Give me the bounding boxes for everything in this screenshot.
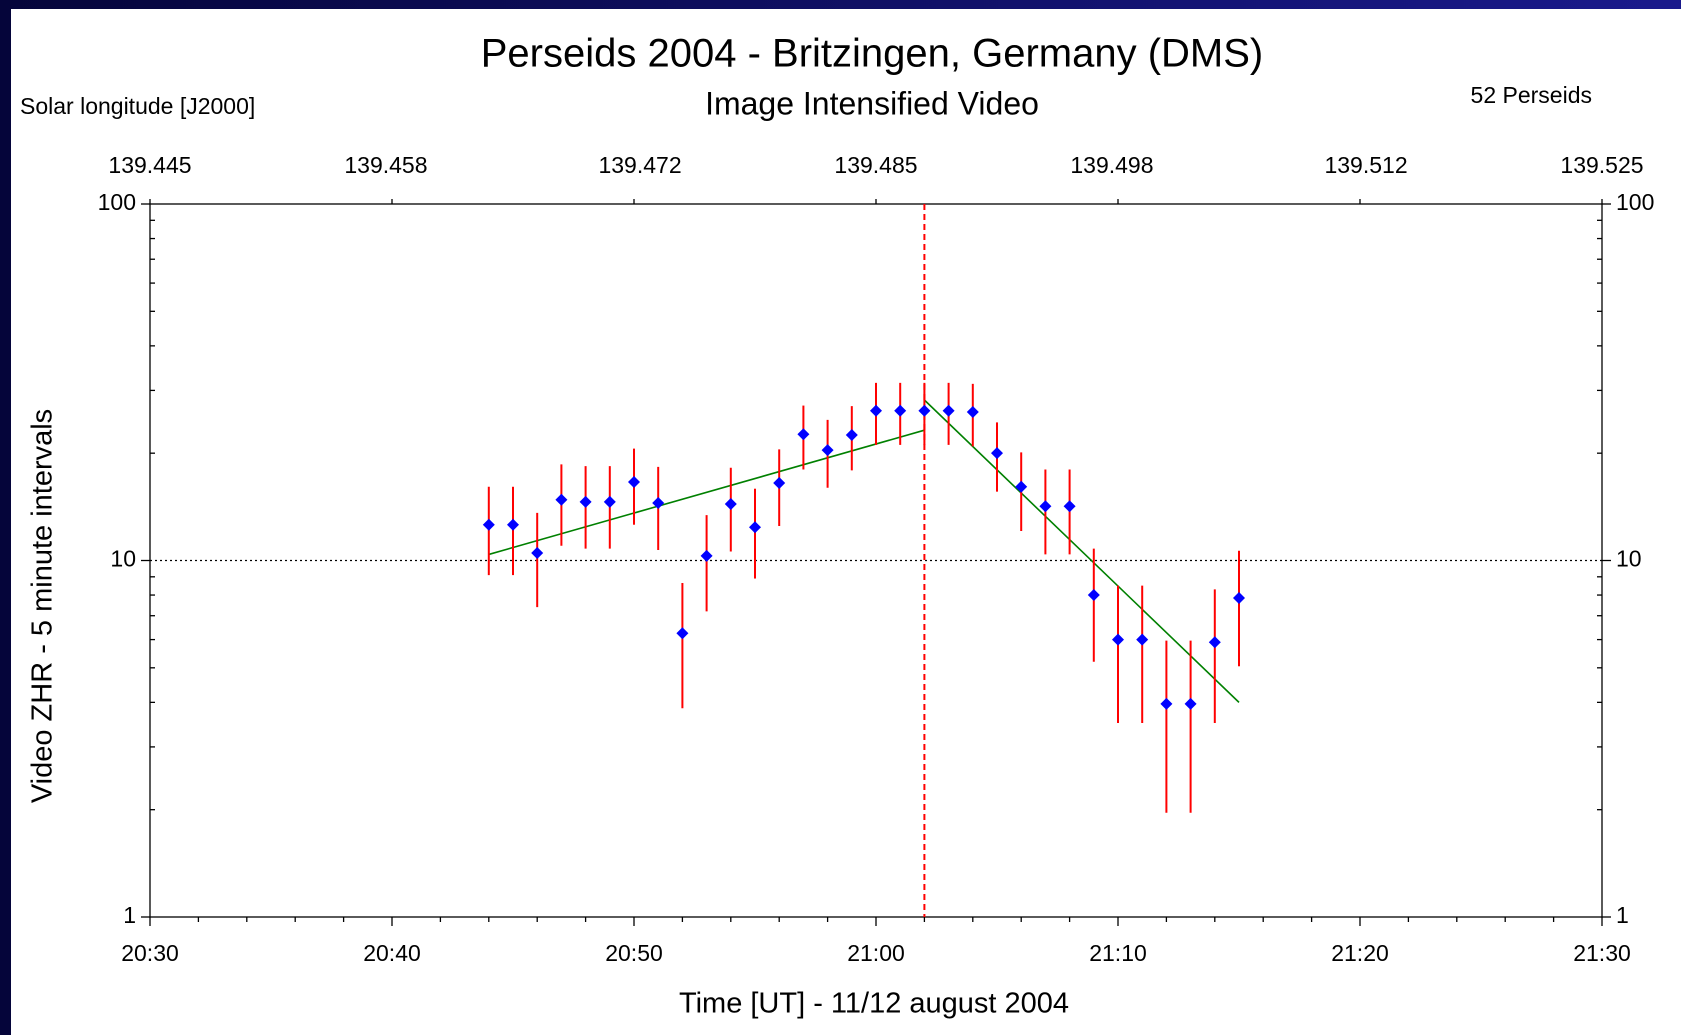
data-point (797, 428, 810, 441)
data-point (942, 404, 955, 417)
annotation: 52 Perseids (1471, 82, 1592, 108)
data-point (603, 495, 616, 508)
data-point (1233, 591, 1245, 604)
fit-line (923, 399, 1240, 703)
y-tick-label: 100 (98, 189, 136, 215)
x2-tick-label: 139.512 (1324, 152, 1407, 178)
data-point (1112, 633, 1124, 646)
data-point (966, 405, 979, 418)
x-tick-label: 21:20 (1331, 940, 1389, 966)
data-point (1039, 500, 1052, 513)
data-point (1063, 500, 1076, 513)
data-point (724, 498, 737, 511)
data-point (870, 404, 882, 417)
y-right-tick-label: 10 (1616, 546, 1642, 572)
x2-tick-label: 139.498 (1070, 152, 1153, 178)
data-point (1015, 480, 1028, 493)
x-tick-label: 21:10 (1089, 940, 1147, 966)
y-tick-label: 10 (110, 546, 136, 572)
x-axis-label: Time [UT] - 11/12 august 2004 (679, 988, 1069, 1020)
data-point (1087, 589, 1100, 602)
data-point (507, 518, 519, 531)
data-point (821, 444, 834, 457)
panel (11, 9, 1681, 1035)
data-point (676, 627, 689, 640)
x2-tick-label: 139.525 (1560, 152, 1643, 178)
data-point (773, 476, 786, 489)
x-tick-label: 20:30 (121, 940, 179, 966)
data-point (700, 549, 713, 562)
x-tick-label: 21:00 (847, 940, 905, 966)
data-point (1160, 697, 1173, 710)
x-tick-label: 21:30 (1573, 940, 1631, 966)
data-point (652, 496, 665, 509)
y-right-tick-label: 100 (1616, 189, 1654, 215)
x2-tick-label: 139.472 (598, 152, 681, 178)
data-point (531, 546, 544, 559)
data-point (555, 493, 568, 506)
data-point (1136, 633, 1149, 646)
y-tick-label: 1 (123, 902, 136, 928)
data-point (894, 404, 907, 417)
data-point (845, 428, 858, 441)
y-right-tick-label: 1 (1616, 902, 1629, 928)
data-point (579, 495, 592, 508)
x2-tick-label: 139.445 (108, 152, 191, 178)
data-point (1184, 697, 1197, 710)
y-axis-label: Video ZHR - 5 minute intervals (27, 409, 59, 803)
data-point (991, 447, 1003, 460)
data-point (1208, 636, 1221, 649)
data-point (749, 521, 761, 534)
x-tick-label: 20:50 (605, 940, 663, 966)
data-point (628, 476, 640, 489)
x-tick-label: 20:40 (363, 940, 421, 966)
x2-tick-label: 139.458 (344, 152, 427, 178)
x2-axis-label: Solar longitude [J2000] (20, 93, 255, 119)
chart-subtitle: Image Intensified Video (705, 85, 1039, 121)
x2-tick-label: 139.485 (834, 152, 917, 178)
data-point (918, 404, 931, 417)
data-point (482, 518, 495, 531)
chart-title: Perseids 2004 - Britzingen, Germany (DMS… (481, 32, 1264, 76)
